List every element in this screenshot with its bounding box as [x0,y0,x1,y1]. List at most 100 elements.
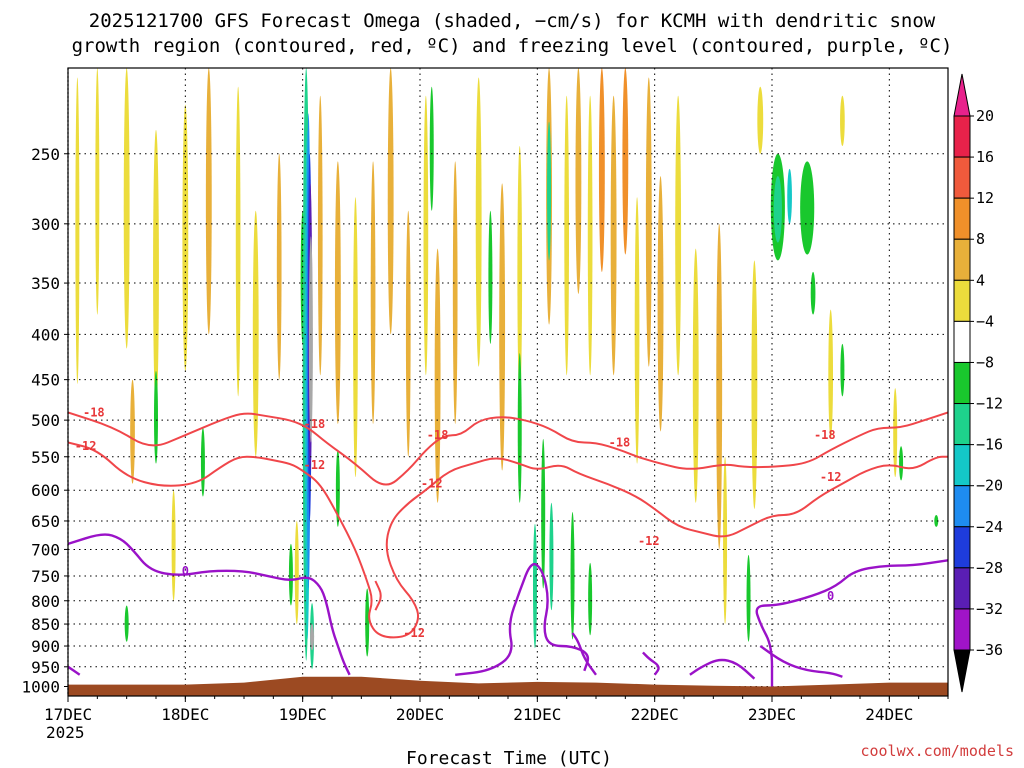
omega-cell [547,121,552,261]
omega-cell [452,161,458,424]
y-tick-label: 500 [31,411,60,430]
omega-cell [95,68,100,315]
y-tick-label: 800 [31,592,60,611]
omega-cell [893,388,898,478]
colorbar-swatch [953,197,971,240]
plot-frame [67,67,949,697]
x-axis-label: Forecast Time (UTC) [406,748,612,768]
colorbar-label: 20 [976,107,994,125]
omega-cell [276,153,282,380]
omega-cell [317,95,323,376]
colorbar-label: −20 [976,477,1003,495]
y-tick-label: 250 [31,145,60,164]
colorbar-swatch [953,361,971,405]
dendritic-contour-label: -12 [820,470,842,484]
colorbar-label: −28 [976,559,1003,577]
y-tick-label: 900 [31,637,60,656]
omega-cell [235,86,241,397]
omega-cell [171,490,176,601]
omega-cell [353,197,358,478]
omega-cell [423,95,429,376]
colorbar-swatch [953,567,971,610]
omega-cell [335,449,340,527]
omega-cell [549,502,554,611]
dendritic-contour-line [374,580,382,611]
omega-cell [475,77,482,367]
colorbar-label: −4 [976,312,994,330]
omega-cell [800,161,815,255]
dendritic-contour-label: -12 [421,477,443,491]
colorbar-label: 16 [976,148,994,166]
dendritic-contour-line [68,411,948,486]
omega-cell [517,145,523,401]
omega-cell [294,520,299,625]
y-tick-label: 550 [31,448,60,467]
dendritic-contour-label: -18 [427,428,449,442]
x-tick-label: 21DEC [513,705,561,724]
y-tick-label: 350 [31,274,60,293]
colorbar-swatch [953,608,971,651]
dendritic-contour-label: -12 [403,626,425,640]
omega-cell [716,223,723,550]
omega-cell [434,248,441,503]
colorbar: 20 16 12 8 4 −4 −8 −12 −16 −20 −24 −28 −32 −36 [953,73,1003,693]
omega-core-cell [308,236,313,443]
freezing-contour-label: 0 [182,564,189,578]
omega-cell [675,95,682,376]
x-tick-label: 18DEC [161,705,209,724]
omega-cell [622,68,629,255]
omega-cell [532,523,537,649]
y-tick-label: 700 [31,540,60,559]
x-tick-label: 23DEC [748,705,796,724]
omega-cell [154,371,158,464]
colorbar-label: −24 [976,518,1003,536]
omega-cell [499,183,506,471]
omega-cell [517,353,522,503]
colorbar-swatch [953,444,971,487]
omega-cell [334,161,341,424]
omega-cell [75,77,80,384]
x-tick-label: 22DEC [631,705,679,724]
dendritic-contour-label: -18 [609,436,631,450]
freezing-contour-line [642,651,660,676]
colorbar-top-arrow [953,73,971,117]
y-tick-label: 1000 [21,678,60,697]
omega-cell [252,210,259,457]
x-tick-label: 19DEC [279,705,327,724]
credit-text[interactable]: coolwx.com/models [860,742,1014,760]
omega-cell [587,95,593,376]
colorbar-bottom-arrow [953,649,971,693]
y-tick-label: 400 [31,325,60,344]
y-tick-label: 850 [31,615,60,634]
y-tick-label: 950 [31,658,60,677]
omega-cell [757,86,764,154]
dendritic-contour-label: -12 [75,439,97,453]
omega-cell [564,95,570,376]
freezing-contour-line [455,563,590,676]
omega-cell [692,248,699,503]
freezing-contour-label: 0 [827,589,834,603]
colorbar-swatch [953,279,971,322]
omega-shading [75,68,939,669]
colorbar-label: −36 [976,641,1003,659]
x-tick-label: 24DEC [865,705,913,724]
omega-cell [365,588,370,657]
dendritic-contour-label: -18 [814,428,836,442]
colorbar-swatch [953,485,971,528]
omega-cell [205,68,212,335]
colorbar-swatch [953,403,971,446]
freezing-contour-line [759,645,843,678]
dendritic-contours [68,411,948,639]
omega-cell [645,77,652,367]
omega-cell [751,260,758,509]
colorbar-label: −8 [976,353,994,371]
omega-cell [541,438,546,589]
y-tick-label: 600 [31,481,60,500]
omega-cell [598,68,605,272]
omega-cell [387,68,394,335]
omega-cell [153,129,159,409]
omega-cell [810,271,816,315]
freezing-contour-line [68,533,351,676]
freezing-contour-line [571,632,597,676]
